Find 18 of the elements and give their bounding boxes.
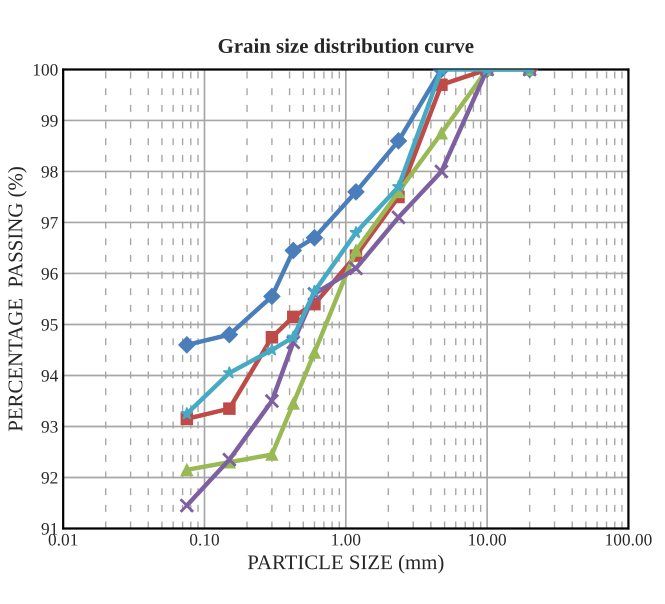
x-tick-label: 0.01 bbox=[48, 534, 78, 546]
y-tick-label: 94 bbox=[42, 370, 58, 382]
x-tick-label: 0.10 bbox=[190, 534, 220, 546]
x-axis-title: PARTICLE SIZE (mm) bbox=[248, 554, 444, 574]
y-tick-label: 99 bbox=[42, 114, 58, 127]
y-tick-label: 92 bbox=[42, 472, 58, 484]
y-tick-label: 98 bbox=[42, 166, 58, 178]
y-tick-label: 93 bbox=[42, 421, 58, 433]
y-tick-label: 91 bbox=[42, 523, 58, 535]
x-tick-label: 10.00 bbox=[469, 534, 506, 546]
y-axis-title: PERCENTAGE PASSING (%) bbox=[8, 167, 27, 432]
x-tick-label: 1.00 bbox=[332, 534, 360, 546]
y-tick-label: 96 bbox=[42, 268, 58, 280]
y-tick-label: 95 bbox=[42, 319, 58, 331]
y-tick-label: 97 bbox=[42, 217, 58, 229]
y-tick-label: 100 bbox=[34, 64, 58, 76]
chart-title: Grain size distribution curve bbox=[218, 38, 474, 54]
x-tick-label: 100.00 bbox=[606, 534, 652, 546]
